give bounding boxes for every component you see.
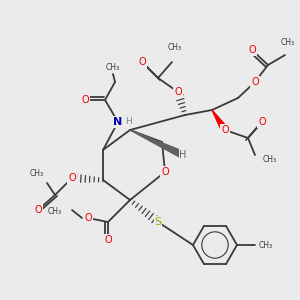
Polygon shape	[212, 110, 228, 132]
Text: S: S	[154, 217, 162, 227]
Text: O: O	[104, 235, 112, 245]
Text: CH₃: CH₃	[168, 43, 182, 52]
Text: O: O	[221, 125, 229, 135]
Polygon shape	[130, 130, 184, 158]
Text: O: O	[34, 205, 42, 215]
Text: O: O	[138, 57, 146, 67]
Text: O: O	[81, 95, 89, 105]
Text: CH₃: CH₃	[281, 38, 295, 47]
Text: O: O	[251, 77, 259, 87]
Text: O: O	[248, 45, 256, 55]
Text: N: N	[113, 117, 123, 127]
Text: CH₃: CH₃	[48, 208, 62, 217]
Text: CH₃: CH₃	[259, 241, 273, 250]
Text: O: O	[84, 213, 92, 223]
Text: O: O	[161, 167, 169, 177]
Text: H: H	[179, 150, 187, 160]
Text: CH₃: CH₃	[30, 169, 44, 178]
Text: O: O	[174, 87, 182, 97]
Text: CH₃: CH₃	[106, 63, 120, 72]
Text: H: H	[125, 116, 132, 125]
Text: CH₃: CH₃	[263, 155, 277, 164]
Text: O: O	[258, 117, 266, 127]
Text: O: O	[68, 173, 76, 183]
